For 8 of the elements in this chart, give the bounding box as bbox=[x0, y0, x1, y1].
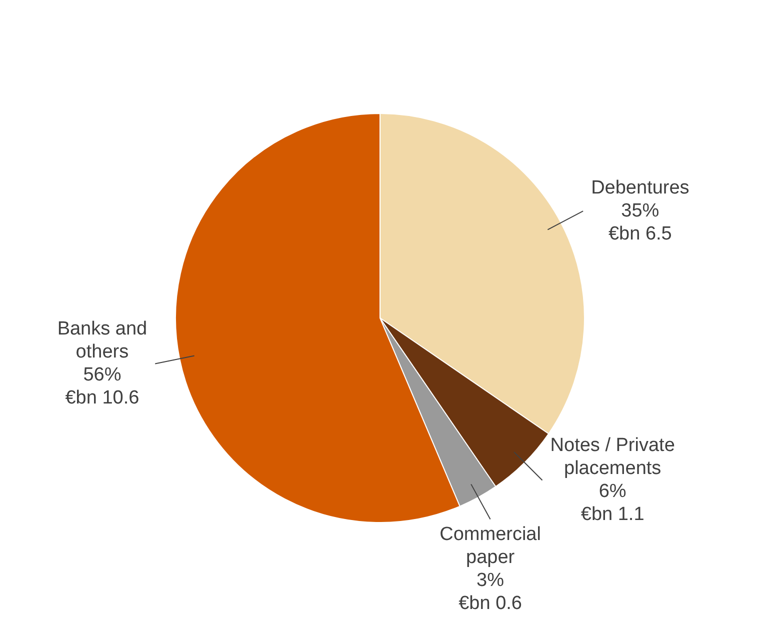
data-label: 56% €bn 10.6 bbox=[65, 364, 140, 408]
slice-label: Debentures bbox=[591, 177, 690, 198]
data-label: 3% €bn 0.6 bbox=[458, 570, 522, 614]
data-label: 35% €bn 6.5 bbox=[608, 200, 672, 244]
slice-label: Banks and others bbox=[57, 318, 148, 362]
slice-label: Notes / Private placements bbox=[550, 435, 675, 480]
slice-label: Commercial paper bbox=[440, 524, 541, 568]
data-label: 6% €bn 1.1 bbox=[580, 481, 644, 526]
